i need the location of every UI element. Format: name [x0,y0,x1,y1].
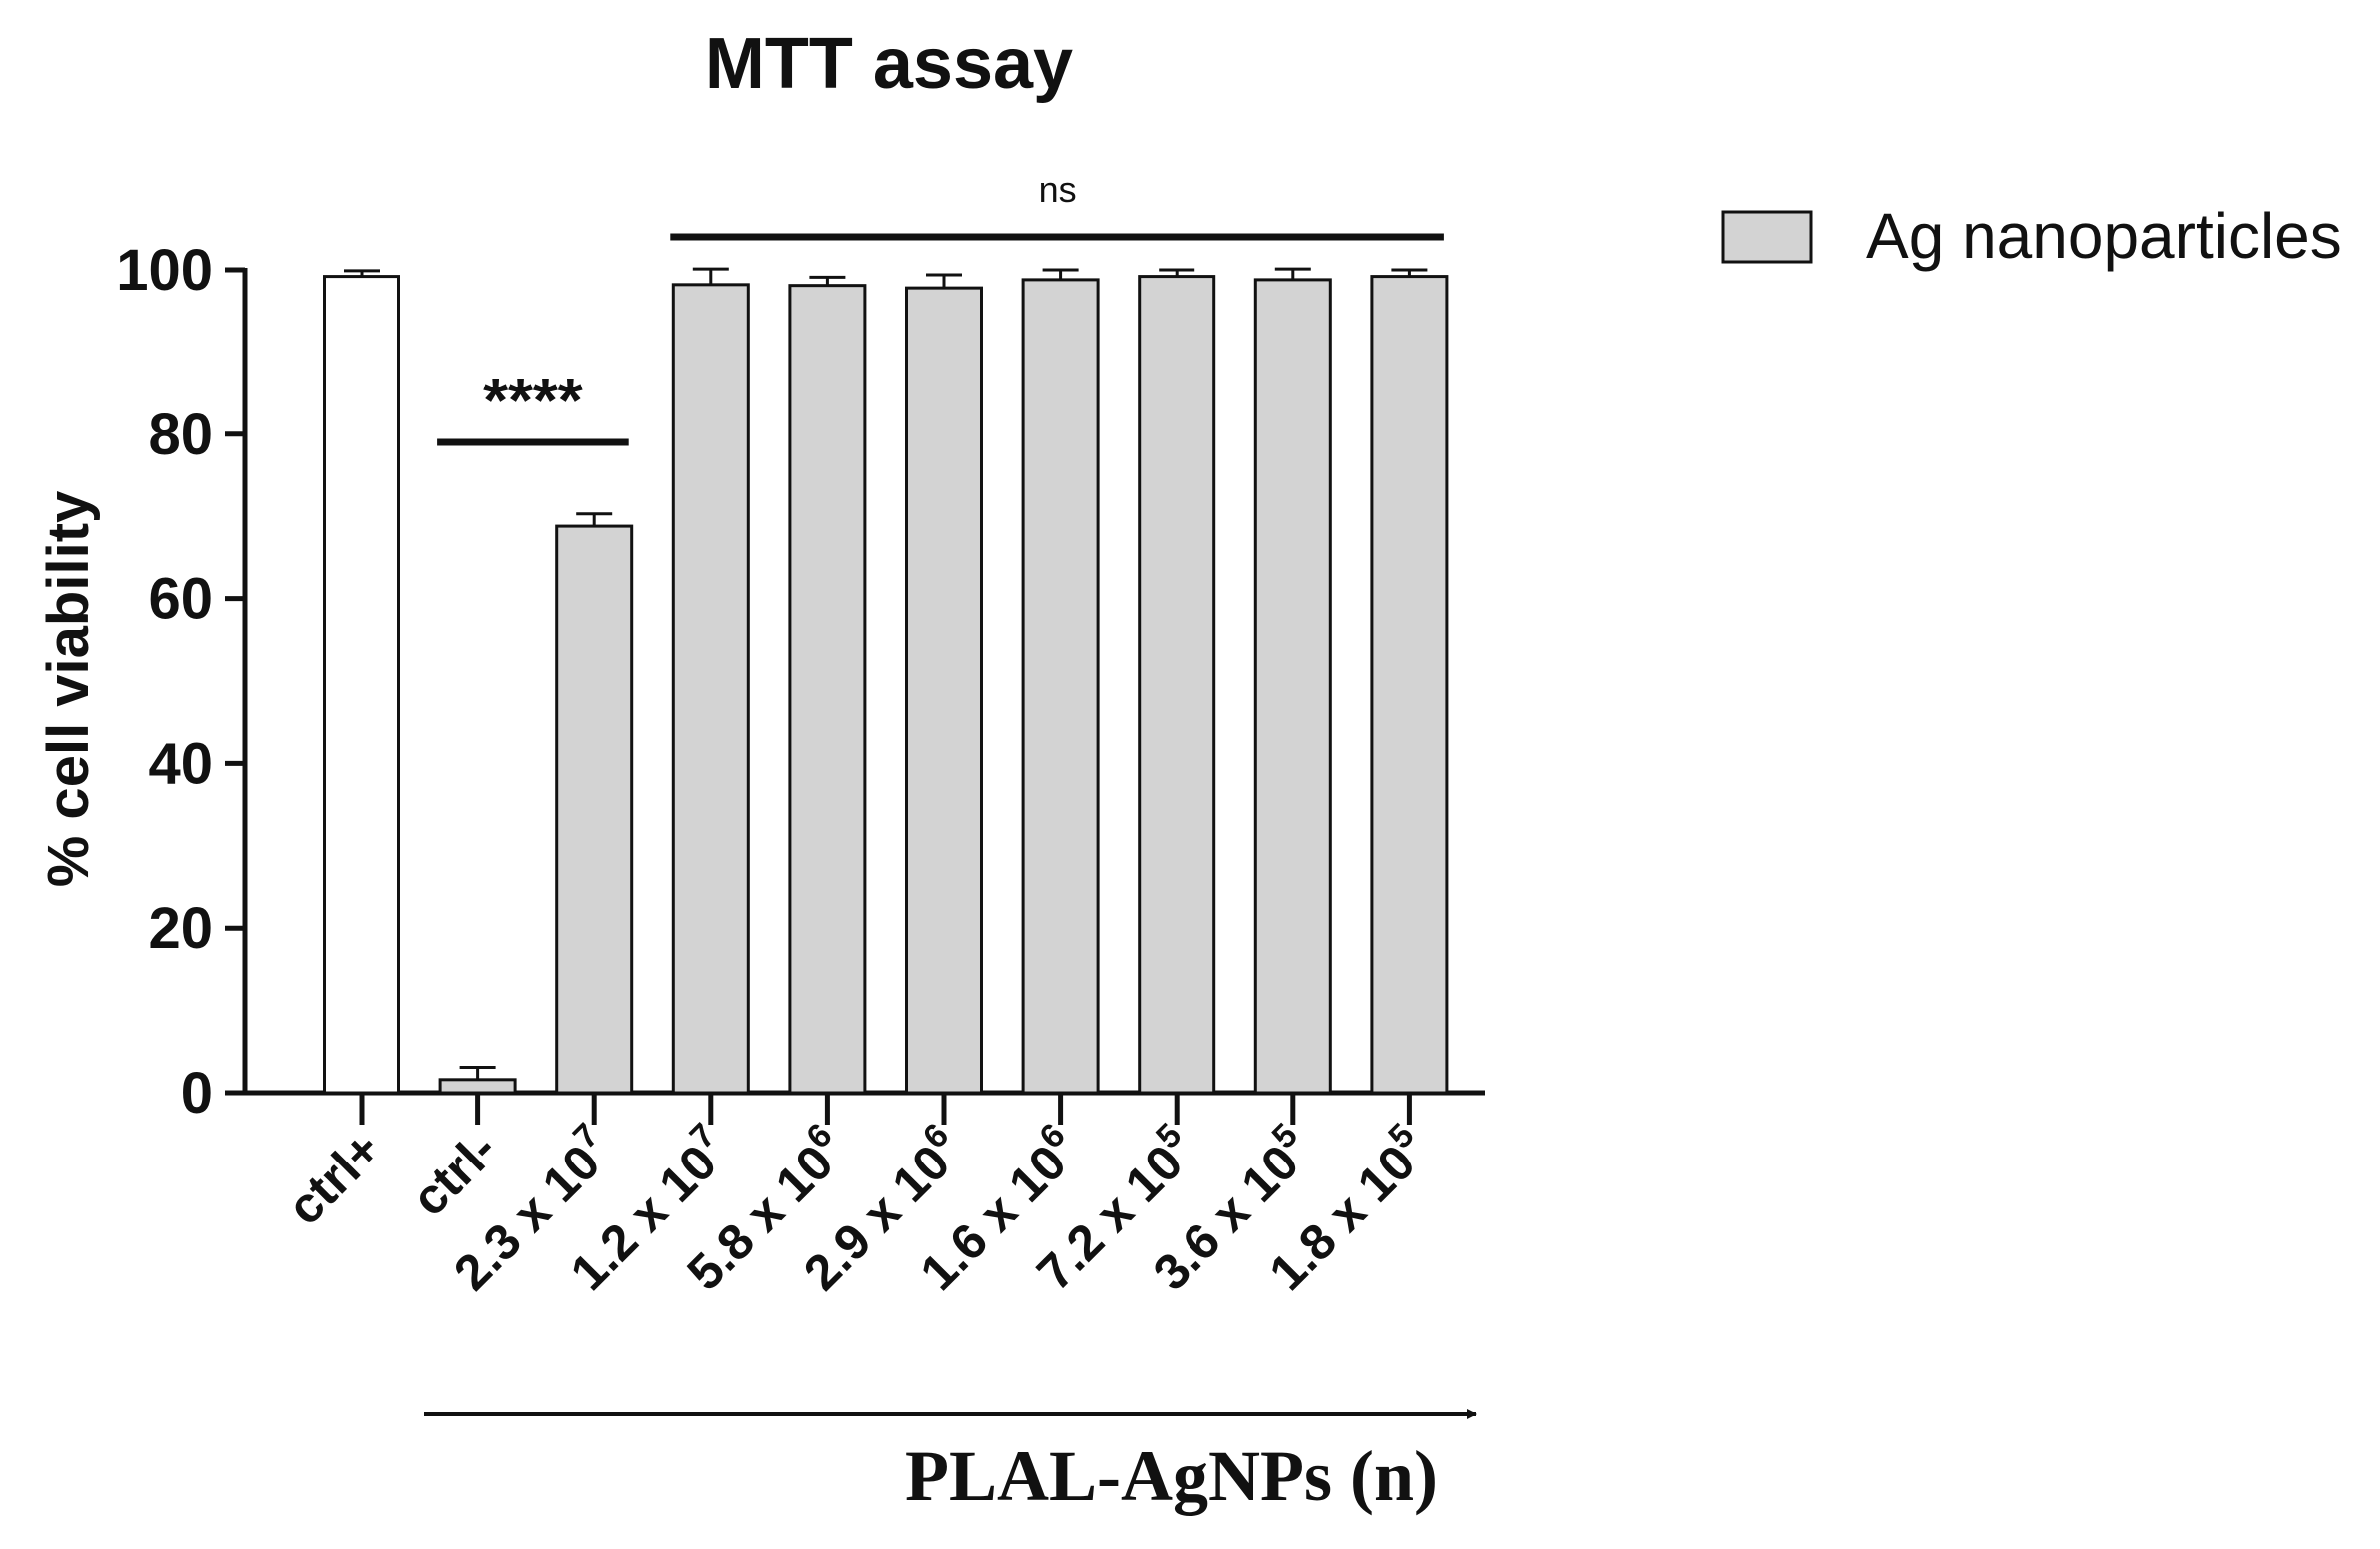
x-axis-label: PLAL-AgNPs (n) [905,1436,1438,1516]
bar [1253,278,1332,1095]
x-tick-label: ctrl+ [277,1121,392,1235]
y-tick-label: 40 [148,731,213,796]
bar [1021,278,1100,1095]
y-axis-label: % cell viability [36,491,101,888]
y-tick-label: 80 [148,402,213,467]
significance-label: **** [483,365,583,436]
bar [1370,275,1449,1095]
bar [671,283,750,1095]
bar [555,524,634,1095]
legend-label: Ag nanoparticles [1866,200,2342,272]
chart-title: MTT assay [705,24,1073,104]
y-tick-label: 100 [116,238,213,303]
bar [1138,275,1216,1095]
y-tick-label: 0 [181,1061,213,1126]
x-tick-label: ctrl- [401,1121,507,1226]
bar [323,275,400,1095]
y-tick-label: 60 [148,567,213,632]
y-tick-label: 20 [148,896,213,961]
significance-label: ns [1039,169,1077,210]
legend: Ag nanoparticles [1721,200,2342,272]
bar [438,1078,517,1095]
bar [788,284,867,1095]
legend-swatch [1721,210,1813,264]
bar [905,286,983,1095]
